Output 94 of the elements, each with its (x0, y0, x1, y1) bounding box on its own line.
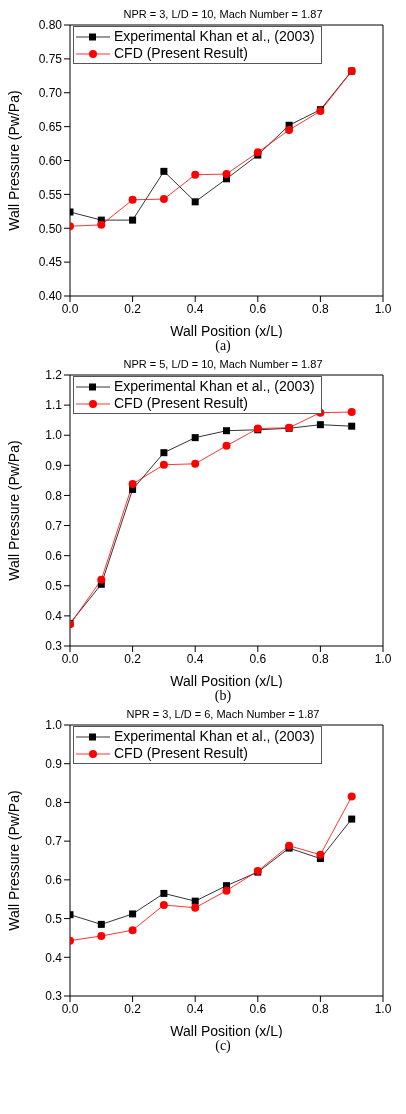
y-tick-label: 1.0 (45, 718, 63, 733)
point (191, 459, 200, 468)
x-tick-label: 0.6 (249, 301, 267, 316)
point (348, 422, 356, 430)
y-tick-label: 0.7 (45, 518, 63, 533)
legend-label: CFD (Present Result) (114, 745, 248, 762)
point (128, 195, 137, 204)
y-tick-label: 0.65 (38, 119, 63, 134)
x-axis-title: Wall Position (x/L) (170, 323, 283, 339)
point (160, 889, 168, 897)
legend-label: Experimental Khan et al., (2003) (114, 378, 315, 395)
x-tick-label: 0.8 (312, 1001, 330, 1016)
point (285, 126, 294, 135)
y-axis-title: Wall Pressure (Pw/Pa) (5, 90, 22, 231)
x-tick-label: 0.4 (186, 651, 204, 666)
text: (c) (214, 1038, 232, 1054)
y-tick-label: 0.55 (38, 187, 63, 202)
point (191, 170, 200, 179)
legend-label: CFD (Present Result) (114, 395, 248, 412)
legend-label: CFD (Present Result) (114, 45, 248, 62)
y-tick-label: 0.4 (45, 609, 63, 624)
chart-title: NPR = 5, L/D = 10, Mach Number = 1.87 (122, 358, 324, 370)
x-tick-label: 1.0 (374, 1001, 392, 1016)
y-tick-label: 0.9 (45, 458, 63, 473)
y-tick-label: 1.0 (45, 428, 63, 443)
x-tick-label: 0.6 (249, 1001, 267, 1016)
legend-label: Experimental Khan et al., (2003) (114, 728, 315, 745)
x-tick-label: 0.6 (249, 651, 267, 666)
y-tick-label: 0.3 (45, 989, 63, 1004)
y-axis-title: Wall Pressure (Pw/Pa) (5, 440, 22, 581)
point (347, 408, 356, 417)
point (97, 931, 106, 940)
y-axis-title: Wall Pressure (Pw/Pa) (5, 790, 22, 931)
x-tick-label: 0.4 (186, 1001, 204, 1016)
y-tick-label: 0.45 (38, 255, 63, 270)
y-tick-label: 1.2 (45, 368, 63, 383)
point (191, 434, 199, 442)
x-tick-label: 0.0 (61, 301, 79, 316)
point (222, 170, 231, 179)
text: (a) (214, 338, 232, 354)
point (129, 910, 137, 918)
point (97, 220, 106, 229)
x-axis-title: Wall Position (x/L) (170, 1023, 283, 1039)
point (347, 792, 356, 801)
point (159, 195, 168, 204)
y-tick-label: 0.6 (45, 873, 63, 888)
y-tick-label: 0.8 (45, 795, 63, 810)
y-tick-label: 0.5 (45, 911, 63, 926)
y-tick-label: 0.40 (38, 289, 63, 304)
y-tick-label: 0.70 (38, 86, 63, 101)
y-tick-label: 0.50 (38, 221, 63, 236)
point (222, 886, 231, 895)
point (159, 460, 168, 469)
point (348, 815, 356, 823)
point (160, 449, 168, 457)
text: (b) (213, 688, 233, 704)
x-tick-label: 1.0 (374, 651, 392, 666)
y-tick-label: 0.5 (45, 579, 63, 594)
point (316, 421, 324, 429)
x-tick-label: 0.2 (124, 651, 142, 666)
point (223, 427, 230, 435)
point (159, 901, 168, 910)
point (160, 167, 168, 175)
x-tick-label: 0.4 (186, 301, 204, 316)
point (97, 920, 105, 928)
x-tick-label: 0.2 (124, 301, 142, 316)
point (222, 441, 231, 450)
point (191, 198, 199, 206)
y-tick-label: 0.75 (38, 52, 63, 67)
chart-title: NPR = 3, L/D = 6, Mach Number = 1.87 (125, 708, 321, 720)
x-tick-label: 0.2 (124, 1001, 142, 1016)
x-tick-label: 0.8 (312, 301, 330, 316)
x-tick-label: 0.8 (312, 651, 330, 666)
point (128, 926, 137, 935)
point (97, 575, 106, 584)
x-tick-label: 0.0 (61, 651, 79, 666)
x-tick-label: 1.0 (374, 301, 392, 316)
chart-title: NPR = 3, L/D = 10, Mach Number = 1.87 (122, 8, 324, 20)
y-tick-label: 0.3 (45, 639, 63, 654)
point (128, 480, 137, 488)
y-tick-label: 1.1 (45, 398, 63, 413)
x-tick-label: 0.0 (61, 1001, 79, 1016)
y-tick-label: 0.6 (45, 548, 63, 563)
y-tick-label: 0.4 (45, 950, 63, 965)
y-tick-label: 0.9 (45, 756, 63, 771)
point (129, 216, 137, 224)
point (191, 903, 200, 912)
x-axis-title: Wall Position (x/L) (170, 673, 283, 689)
y-tick-label: 0.7 (45, 834, 63, 849)
point (316, 850, 325, 859)
y-tick-label: 0.60 (38, 153, 63, 168)
y-tick-label: 0.8 (45, 488, 63, 503)
y-tick-label: 0.80 (38, 18, 63, 33)
legend-label: Experimental Khan et al., (2003) (114, 28, 315, 45)
